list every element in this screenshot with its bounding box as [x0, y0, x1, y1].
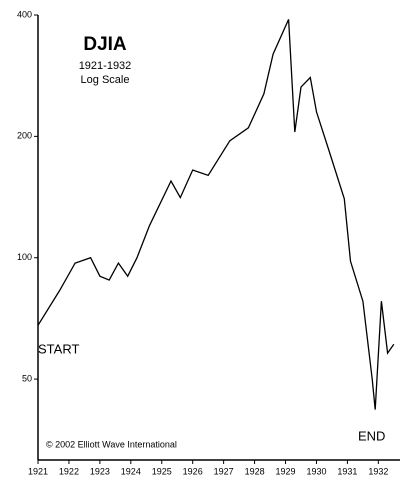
y-tick-label: 100: [17, 252, 32, 262]
x-tick-label: 1923: [90, 466, 110, 476]
chart-subtitle: 1921-1932: [79, 60, 132, 72]
y-tick-label: 200: [17, 131, 32, 141]
x-tick-label: 1926: [183, 466, 203, 476]
copyright: © 2002 Elliott Wave International: [46, 439, 177, 449]
x-tick-label: 1928: [245, 466, 265, 476]
y-tick-label: 400: [17, 9, 32, 19]
x-tick-label: 1932: [368, 466, 388, 476]
x-tick-label: 1924: [121, 466, 141, 476]
x-tick-label: 1929: [276, 466, 296, 476]
y-tick-label: 50: [22, 373, 32, 383]
x-tick-label: 1922: [59, 466, 79, 476]
start-label: START: [38, 341, 79, 356]
x-tick-label: 1925: [152, 466, 172, 476]
x-tick-label: 1921: [28, 466, 48, 476]
scale-note: Log Scale: [81, 74, 130, 86]
x-tick-label: 1931: [337, 466, 357, 476]
x-tick-label: 1930: [306, 466, 326, 476]
price-line: [37, 19, 395, 410]
x-tick-label: 1927: [214, 466, 234, 476]
end-label: END: [358, 428, 385, 443]
chart-title: DJIA: [83, 34, 127, 55]
